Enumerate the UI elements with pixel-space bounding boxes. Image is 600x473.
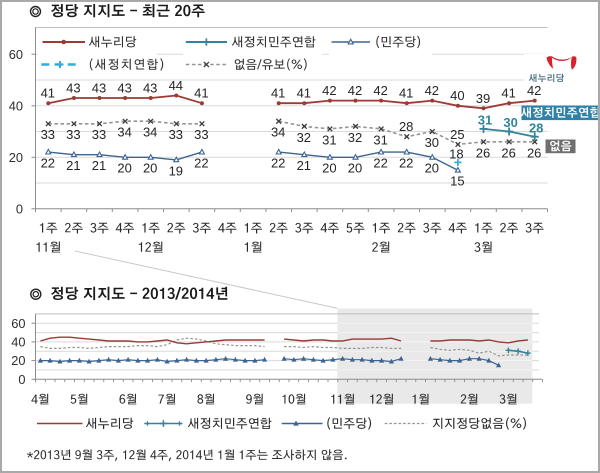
svg-text:32: 32: [297, 130, 311, 145]
svg-text:43: 43: [92, 81, 106, 96]
svg-text:33: 33: [92, 127, 106, 142]
svg-text:31: 31: [478, 113, 492, 128]
svg-text:41: 41: [271, 86, 285, 101]
svg-text:18: 18: [449, 147, 463, 162]
svg-text:20: 20: [143, 161, 157, 176]
svg-text:31: 31: [373, 132, 387, 147]
svg-text:32: 32: [348, 130, 362, 145]
svg-text:22: 22: [194, 156, 208, 171]
svg-text:42: 42: [322, 83, 336, 98]
svg-text:26: 26: [501, 145, 515, 160]
svg-text:41: 41: [399, 86, 413, 101]
svg-text:0: 0: [16, 201, 23, 216]
svg-text:40: 40: [11, 335, 25, 350]
svg-text:22: 22: [373, 156, 387, 171]
svg-text:34: 34: [271, 125, 285, 140]
svg-text:33: 33: [194, 127, 208, 142]
svg-text:60: 60: [9, 47, 23, 62]
svg-text:44: 44: [169, 78, 183, 93]
svg-text:43: 43: [143, 81, 157, 96]
svg-text:42: 42: [373, 83, 387, 98]
svg-text:40: 40: [450, 88, 464, 103]
svg-text:41: 41: [501, 86, 515, 101]
svg-text:20: 20: [11, 353, 25, 368]
svg-text:30: 30: [425, 135, 439, 150]
svg-text:15: 15: [450, 174, 464, 189]
svg-text:41: 41: [194, 86, 208, 101]
svg-text:41: 41: [297, 86, 311, 101]
svg-text:28: 28: [529, 120, 543, 135]
svg-text:21: 21: [92, 158, 106, 173]
svg-text:41: 41: [41, 86, 55, 101]
svg-text:21: 21: [297, 158, 311, 173]
svg-text:31: 31: [322, 132, 336, 147]
svg-text:22: 22: [41, 156, 55, 171]
svg-text:0: 0: [18, 372, 25, 387]
svg-text:20: 20: [322, 161, 336, 176]
svg-text:42: 42: [527, 83, 541, 98]
svg-text:43: 43: [66, 81, 80, 96]
svg-text:25: 25: [450, 127, 464, 142]
svg-text:42: 42: [348, 83, 362, 98]
svg-text:20: 20: [117, 161, 131, 176]
svg-text:40: 40: [9, 98, 23, 113]
svg-text:20: 20: [348, 161, 362, 176]
svg-text:22: 22: [271, 156, 285, 171]
svg-text:60: 60: [11, 316, 25, 331]
svg-text:33: 33: [169, 127, 183, 142]
svg-text:43: 43: [117, 81, 131, 96]
svg-text:30: 30: [503, 115, 517, 130]
svg-text:34: 34: [143, 125, 157, 140]
svg-text:34: 34: [117, 125, 131, 140]
svg-text:42: 42: [425, 83, 439, 98]
svg-text:39: 39: [476, 91, 490, 106]
svg-text:21: 21: [66, 158, 80, 173]
svg-text:19: 19: [169, 163, 183, 178]
svg-text:33: 33: [66, 127, 80, 142]
svg-text:20: 20: [9, 150, 23, 165]
svg-text:33: 33: [41, 127, 55, 142]
svg-text:26: 26: [476, 145, 490, 160]
svg-text:22: 22: [399, 156, 413, 171]
svg-text:28: 28: [399, 119, 413, 134]
svg-text:26: 26: [527, 145, 541, 160]
svg-text:20: 20: [425, 161, 439, 176]
